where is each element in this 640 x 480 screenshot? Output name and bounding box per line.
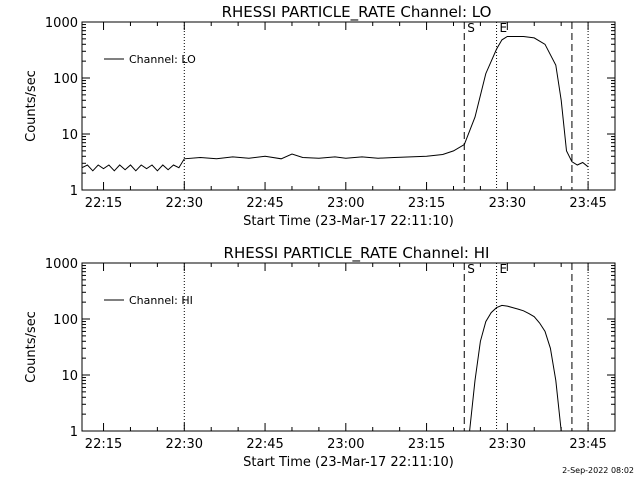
x-tick-label: 23:30	[489, 437, 526, 452]
event-marker-label: S	[467, 21, 475, 35]
chart-title: RHESSI PARTICLE_RATE Channel: HI	[224, 244, 490, 263]
y-axis-label: Counts/sec	[24, 70, 39, 142]
data-series-line	[469, 304, 562, 432]
y-tick-label: 1	[70, 425, 78, 440]
event-marker-label: E	[500, 262, 508, 276]
event-marker-label: E	[500, 21, 508, 35]
x-tick-label: 22:15	[85, 437, 122, 452]
x-tick-label: 22:45	[246, 437, 283, 452]
x-tick-label: 22:30	[166, 437, 203, 452]
x-axis-label: Start Time (23-Mar-17 22:11:10)	[243, 214, 454, 229]
x-tick-label: 23:15	[408, 196, 445, 211]
data-series-line	[81, 36, 589, 172]
x-tick-label: 23:15	[408, 437, 445, 452]
legend-label: Channel: LO	[129, 53, 196, 66]
x-tick-label: 23:00	[327, 437, 364, 452]
x-tick-label: 23:45	[569, 196, 606, 211]
y-tick-label: 100	[53, 72, 78, 87]
plot-frame	[81, 21, 616, 191]
x-tick-label: 22:45	[246, 196, 283, 211]
y-tick-label: 1	[70, 184, 78, 199]
y-axis-label: Counts/sec	[24, 311, 39, 383]
y-tick-label: 10	[61, 369, 78, 384]
x-tick-label: 23:45	[569, 437, 606, 452]
chart-panel-2: RHESSI PARTICLE_RATE Channel: HI Start Ti…	[24, 244, 616, 470]
x-tick-label: 22:30	[166, 196, 203, 211]
x-tick-label: 23:30	[489, 196, 526, 211]
y-tick-label: 10	[61, 128, 78, 143]
plot-frame	[81, 262, 616, 432]
x-tick-label: 23:00	[327, 196, 364, 211]
footer-date: 2-Sep-2022 08:02	[562, 466, 634, 475]
legend-label: Channel: HI	[129, 294, 193, 307]
chart-panel-1: RHESSI PARTICLE_RATE Channel: LO Start Ti…	[24, 3, 616, 229]
event-marker-label: S	[467, 262, 475, 276]
y-tick-label: 1000	[45, 16, 78, 31]
x-tick-label: 22:15	[85, 196, 122, 211]
chart-title: RHESSI PARTICLE_RATE Channel: LO	[222, 3, 492, 22]
x-axis-label: Start Time (23-Mar-17 22:11:10)	[243, 455, 454, 470]
y-tick-label: 100	[53, 313, 78, 328]
y-tick-label: 1000	[45, 257, 78, 272]
